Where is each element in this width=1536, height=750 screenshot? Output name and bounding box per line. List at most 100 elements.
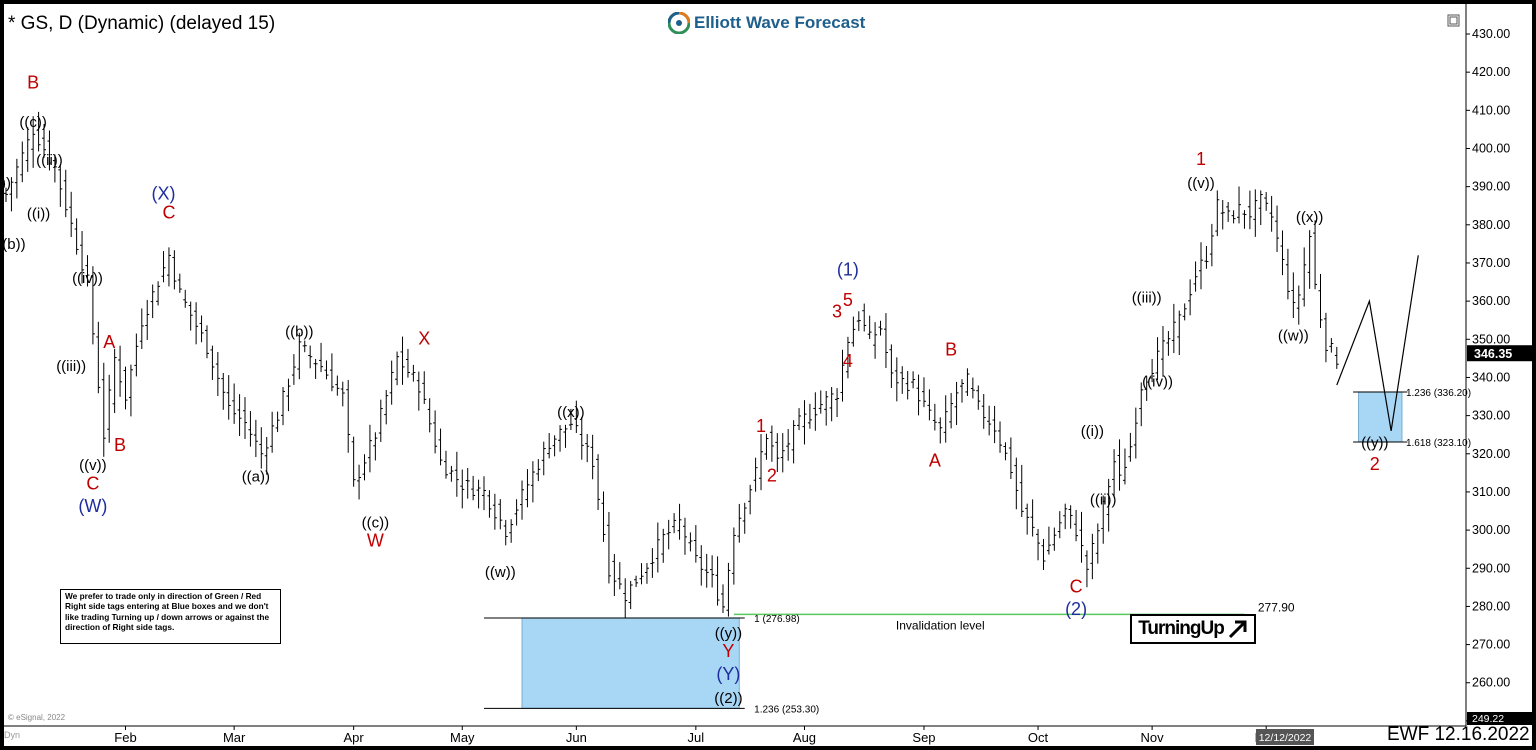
price-bar bbox=[1074, 509, 1079, 542]
price-bar bbox=[1171, 303, 1176, 354]
price-bar bbox=[938, 417, 943, 444]
price-bar bbox=[1008, 437, 1013, 480]
copyright-text: © eSignal, 2022 bbox=[8, 713, 66, 722]
price-bar bbox=[807, 403, 812, 429]
price-bar bbox=[1095, 523, 1100, 564]
price-bar bbox=[889, 344, 894, 388]
fib-label: 1.618 (323.10) bbox=[1406, 438, 1471, 449]
wave-label: 2 bbox=[1370, 454, 1380, 474]
price-bar bbox=[438, 428, 443, 466]
price-bar bbox=[460, 469, 465, 509]
price-bar bbox=[1150, 359, 1155, 383]
last-price-tag bbox=[1467, 345, 1533, 362]
price-bar bbox=[970, 377, 975, 399]
price-bar bbox=[58, 164, 63, 207]
price-bar bbox=[655, 522, 660, 573]
wave-label: 5 bbox=[843, 290, 853, 310]
wave-label: ((c)) bbox=[362, 514, 389, 531]
price-bar bbox=[1253, 189, 1258, 237]
wave-label: ((v)) bbox=[79, 457, 106, 474]
x-tick-label: Nov bbox=[1141, 730, 1165, 745]
price-bar bbox=[737, 503, 742, 543]
price-bar bbox=[324, 360, 329, 380]
price-bar bbox=[845, 336, 850, 379]
price-bar bbox=[1117, 439, 1122, 491]
price-bar bbox=[319, 342, 324, 373]
price-bar bbox=[759, 434, 764, 491]
price-bar bbox=[1226, 201, 1231, 222]
price-bar bbox=[976, 385, 981, 410]
brand-logo: Elliott Wave Forecast bbox=[668, 12, 865, 34]
y-tick-label: 340.00 bbox=[1472, 370, 1510, 384]
invalidation-value-label: 277.90 bbox=[1258, 600, 1295, 614]
wave-label: (Y) bbox=[716, 664, 740, 684]
price-bar bbox=[36, 111, 41, 152]
price-bar bbox=[699, 545, 704, 586]
price-bar bbox=[150, 284, 155, 319]
x-tick-label: Jun bbox=[566, 730, 587, 745]
wave-label: W bbox=[367, 531, 384, 551]
date-stamp: EWF 12.16.2022 bbox=[1387, 724, 1530, 745]
price-bar bbox=[161, 251, 166, 283]
bottom-price-label: 249.22 bbox=[1472, 713, 1504, 725]
price-bar bbox=[308, 345, 313, 369]
price-bar bbox=[1313, 220, 1318, 290]
wave-label: ((w)) bbox=[1278, 327, 1309, 344]
price-bar bbox=[634, 575, 639, 588]
price-bar bbox=[378, 399, 383, 442]
price-bar bbox=[1160, 326, 1165, 377]
wave-label: ((ii)) bbox=[36, 152, 63, 169]
price-bar bbox=[1166, 331, 1171, 356]
price-bar bbox=[275, 411, 280, 433]
price-bar bbox=[682, 517, 687, 555]
wave-label: (2) bbox=[1065, 599, 1087, 619]
price-bar bbox=[47, 130, 52, 171]
price-bar bbox=[31, 116, 36, 168]
price-bar bbox=[921, 377, 926, 408]
up-right-arrow-icon bbox=[1228, 620, 1247, 639]
price-bar bbox=[932, 403, 937, 431]
price-bar bbox=[514, 499, 519, 526]
price-bar bbox=[862, 303, 867, 332]
price-bar bbox=[726, 562, 731, 617]
price-bar bbox=[297, 332, 302, 380]
price-bar bbox=[1182, 303, 1187, 321]
x-tick-label: May bbox=[450, 730, 475, 745]
price-bar bbox=[704, 553, 709, 588]
date-box bbox=[1256, 729, 1314, 745]
wave-label: ((iv)) bbox=[72, 270, 103, 287]
price-bar bbox=[1003, 442, 1008, 461]
price-bar bbox=[329, 353, 334, 392]
wave-label: (W) bbox=[78, 496, 107, 516]
price-bar bbox=[123, 366, 128, 410]
price-bar bbox=[313, 358, 318, 379]
wave-label: C bbox=[86, 473, 99, 493]
price-bar bbox=[1046, 526, 1051, 555]
wave-label: C bbox=[1070, 576, 1083, 596]
price-bar bbox=[601, 491, 606, 542]
price-bar bbox=[715, 556, 720, 606]
wave-label: ((i)) bbox=[1081, 423, 1104, 440]
price-bar bbox=[878, 320, 883, 336]
price-bar bbox=[585, 433, 590, 463]
price-bar bbox=[210, 345, 215, 380]
price-bar bbox=[134, 333, 139, 377]
price-bar bbox=[596, 454, 601, 511]
y-tick-label: 350.00 bbox=[1472, 332, 1510, 346]
price-bar bbox=[1215, 190, 1220, 237]
price-bar bbox=[960, 379, 964, 403]
price-bar bbox=[74, 218, 79, 255]
price-bar bbox=[677, 503, 682, 540]
y-axis-area bbox=[1466, 4, 1532, 726]
price-bar bbox=[465, 467, 470, 499]
maximize-icon[interactable] bbox=[1447, 14, 1460, 27]
price-bar bbox=[1242, 210, 1247, 229]
price-bar bbox=[829, 387, 834, 422]
wave-label: C bbox=[162, 202, 175, 222]
date-box-label: 12/12/2022 bbox=[1259, 732, 1312, 744]
price-bar bbox=[1128, 432, 1133, 462]
price-bar bbox=[1275, 205, 1280, 252]
y-tick-label: 410.00 bbox=[1472, 103, 1510, 117]
price-bar bbox=[145, 299, 150, 340]
